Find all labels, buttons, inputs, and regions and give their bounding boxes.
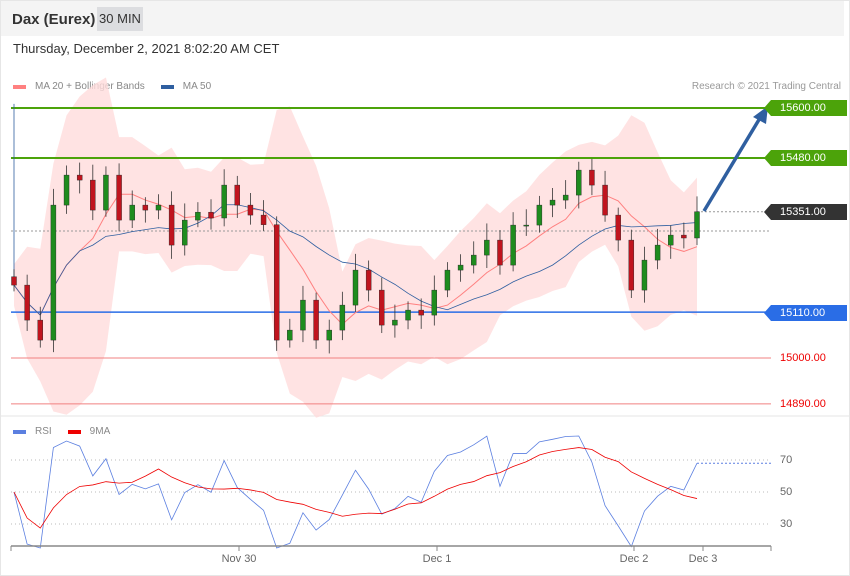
candle bbox=[234, 184, 240, 206]
candle bbox=[365, 269, 372, 291]
rsi-legend: RSI 9MA bbox=[13, 426, 110, 437]
rsi-line bbox=[13, 435, 698, 549]
candle bbox=[418, 309, 424, 316]
ma9-swatch-icon bbox=[67, 429, 81, 434]
last-price-label: 15351.00 bbox=[764, 204, 847, 220]
candle bbox=[654, 244, 661, 261]
x-label-dec3: Dec 3 bbox=[688, 553, 718, 565]
candle bbox=[405, 309, 411, 321]
legend-rsi: RSI bbox=[35, 426, 52, 437]
candle bbox=[549, 199, 556, 206]
candle bbox=[76, 174, 83, 181]
instrument-title: Dax (Eurex) bbox=[12, 11, 96, 28]
candle bbox=[168, 204, 175, 246]
candle bbox=[510, 224, 516, 266]
main-legend: MA 20 + Bollinger Bands MA 50 bbox=[13, 81, 211, 92]
candle bbox=[24, 284, 30, 321]
candle bbox=[247, 204, 254, 216]
candle bbox=[273, 224, 280, 341]
candle bbox=[142, 204, 149, 211]
candle bbox=[352, 269, 359, 306]
timestamp: Thursday, December 2, 2021 8:02:20 AM CE… bbox=[13, 41, 280, 56]
candle bbox=[37, 319, 43, 341]
candle bbox=[300, 299, 306, 331]
candle bbox=[221, 184, 227, 219]
candle bbox=[562, 194, 569, 201]
legend-ma50: MA 50 bbox=[182, 81, 212, 92]
candle bbox=[694, 211, 700, 239]
candle bbox=[50, 204, 57, 341]
header: Dax (Eurex) 30 MIN bbox=[1, 1, 844, 36]
rsi-level-30: 30 bbox=[780, 518, 793, 530]
candle bbox=[576, 169, 582, 196]
candle bbox=[431, 289, 438, 316]
rsi-level-50: 50 bbox=[780, 486, 793, 498]
resistance-label-1: 15600.00 bbox=[764, 100, 847, 116]
candle bbox=[339, 304, 346, 331]
candle bbox=[589, 169, 595, 186]
candle bbox=[536, 204, 543, 226]
ma20-line bbox=[13, 193, 698, 325]
copyright: Research © 2021 Trading Central bbox=[691, 81, 841, 92]
rsi-swatch-icon bbox=[13, 429, 26, 434]
x-label-dec2: Dec 2 bbox=[619, 553, 649, 565]
x-label-nov30: Nov 30 bbox=[221, 553, 257, 565]
candle bbox=[523, 224, 529, 227]
candle bbox=[615, 214, 621, 241]
candle bbox=[313, 299, 319, 341]
candle bbox=[326, 329, 332, 341]
legend-ma9: 9MA bbox=[89, 426, 111, 437]
candle bbox=[392, 319, 398, 326]
candle bbox=[457, 264, 464, 271]
candle bbox=[287, 329, 293, 341]
candle bbox=[103, 174, 109, 211]
candle bbox=[195, 211, 201, 221]
candle bbox=[484, 239, 490, 256]
resistance-label-2: 15480.00 bbox=[764, 150, 847, 166]
candle bbox=[668, 234, 674, 246]
forecast-arrow bbox=[702, 117, 762, 212]
candle bbox=[116, 174, 122, 221]
support-label-1: 15000.00 bbox=[780, 352, 826, 364]
candle bbox=[444, 269, 451, 291]
legend-ma20: MA 20 + Bollinger Bands bbox=[35, 81, 145, 92]
candle bbox=[129, 204, 135, 221]
candle bbox=[182, 219, 188, 246]
ma20-swatch-icon bbox=[13, 84, 26, 89]
candle bbox=[379, 289, 385, 326]
candle bbox=[602, 184, 608, 216]
bollinger-band bbox=[14, 77, 697, 418]
candle bbox=[497, 239, 503, 266]
candle bbox=[63, 174, 70, 206]
candle bbox=[628, 239, 635, 291]
candle bbox=[208, 211, 214, 219]
candle bbox=[641, 259, 648, 291]
candle bbox=[11, 276, 17, 286]
candle bbox=[260, 214, 267, 225]
ma50-line bbox=[13, 103, 698, 316]
x-label-dec1: Dec 1 bbox=[422, 553, 452, 565]
candle bbox=[471, 254, 477, 266]
interval-button[interactable]: 30 MIN bbox=[97, 7, 143, 31]
ma50-swatch-icon bbox=[160, 84, 174, 89]
rsi-ma9-line bbox=[13, 447, 698, 529]
candle bbox=[681, 234, 687, 239]
support-label-2: 14890.00 bbox=[780, 398, 826, 410]
rsi-level-70: 70 bbox=[780, 454, 793, 466]
candle bbox=[155, 204, 162, 211]
pivot-label: 15110.00 bbox=[764, 305, 847, 321]
candle bbox=[90, 179, 96, 211]
